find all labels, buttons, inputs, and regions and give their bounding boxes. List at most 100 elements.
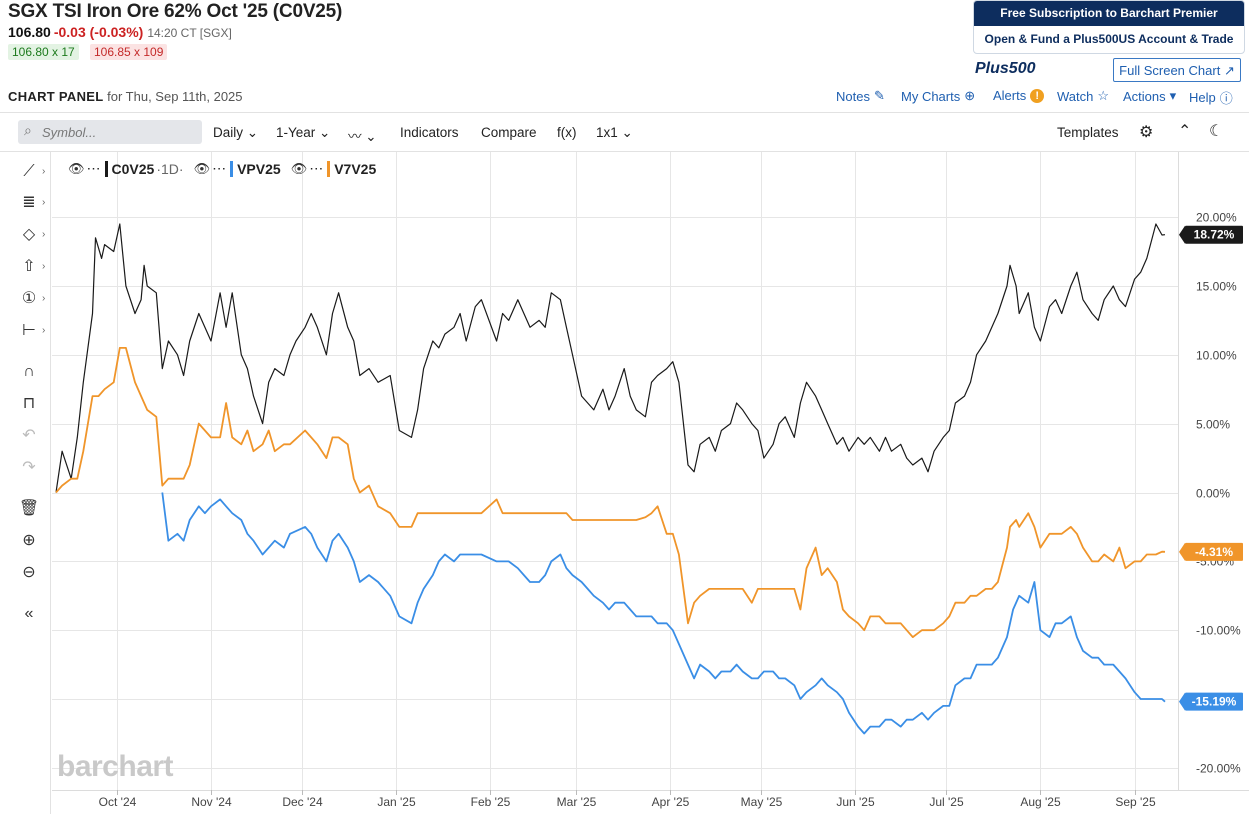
last-value-pointer (1179, 692, 1185, 711)
x-tick-label: Oct '24 (99, 795, 137, 809)
notes-icon: ✎ (873, 88, 885, 103)
range-dropdown[interactable]: 1-Year ⌄ (276, 125, 330, 141)
dark-mode-moon-icon[interactable]: ☾ (1209, 123, 1224, 140)
promo-box[interactable]: Free Subscription to Barchart Premier Op… (973, 0, 1245, 54)
last-value-badge (1185, 542, 1243, 561)
x-tick-label: Jul '25 (929, 795, 964, 809)
divider (0, 151, 1249, 152)
help-label: Help (1189, 90, 1216, 105)
submenu-arrow-icon[interactable]: › (42, 197, 46, 208)
eye-icon[interactable]: 👁 (193, 160, 211, 176)
notes-link[interactable]: Notes ✎ (836, 88, 885, 104)
layout-value: 1x1 (596, 125, 618, 140)
interval-value: Daily (213, 125, 244, 140)
last-value-pointer (1179, 542, 1185, 561)
legend-v7v25[interactable]: V7V25 (334, 160, 377, 177)
quote-line: 106.80 -0.03 (-0.03%) 14:20 CT [SGX] (8, 24, 232, 40)
settings-gear-icon[interactable]: ⚙ (1139, 124, 1154, 141)
more-icon[interactable]: ⋯ (212, 160, 227, 176)
x-tick-label: Dec '24 (282, 795, 323, 809)
more-icon[interactable]: ⋯ (86, 160, 101, 176)
chevron-down-icon: ⌄ (319, 125, 331, 140)
chart-panel-label: CHART PANEL for Thu, Sep 11th, 2025 (8, 89, 243, 104)
legend-resolution: ·1D· (156, 160, 184, 177)
magnet-icon[interactable]: ∩ (23, 363, 35, 380)
y-tick-label: -10.00% (1196, 624, 1241, 638)
my-charts-link[interactable]: My Charts ⊕ (901, 88, 975, 104)
submenu-arrow-icon[interactable]: › (42, 325, 46, 336)
actions-label: Actions (1123, 88, 1166, 104)
last-value-badge (1185, 225, 1243, 244)
submenu-arrow-icon[interactable]: › (42, 261, 46, 272)
expand-icon: ↗ (1223, 63, 1235, 78)
collapse-icon[interactable]: « (24, 605, 34, 622)
alerts-link[interactable]: Alerts! (993, 88, 1045, 103)
arrow-icon[interactable]: ⇧ (22, 258, 36, 275)
help-icon: ⓘ (1219, 91, 1233, 106)
chart-type-dropdown[interactable]: 〰 ⌄ (348, 125, 377, 145)
price-change: -0.03 (-0.03%) (53, 24, 144, 40)
last-value-label-v7v25: -4.31% (1195, 545, 1233, 559)
actions-menu[interactable]: Actions ▾ (1123, 88, 1176, 104)
x-tick-label: Jan '25 (377, 795, 416, 809)
compare-button[interactable]: Compare (481, 125, 537, 140)
barchart-watermark: barchart (57, 750, 174, 783)
y-tick-label: 0.00% (1196, 487, 1230, 501)
notes-label: Notes (836, 88, 870, 104)
submenu-arrow-icon[interactable]: › (42, 166, 46, 177)
templates-button[interactable]: Templates (1057, 125, 1119, 140)
zoom-in-icon[interactable]: ⊕ (22, 532, 36, 549)
x-tick-label: Aug '25 (1020, 795, 1061, 809)
x-tick-label: May '25 (741, 795, 783, 809)
promo-premier-link[interactable]: Free Subscription to Barchart Premier (974, 1, 1244, 26)
interval-dropdown[interactable]: Daily ⌄ (213, 125, 258, 141)
eye-icon[interactable]: 👁 (68, 160, 85, 176)
series-line-v7v25 (55, 346, 1166, 638)
eye-icon[interactable]: 👁 (290, 160, 308, 176)
symbol-search[interactable] (18, 120, 202, 144)
legend-c0v25[interactable]: C0V25 (111, 160, 155, 177)
help-link[interactable]: Help ⓘ (1189, 88, 1233, 107)
trash-icon[interactable]: 🗑 (18, 500, 40, 517)
redo-icon[interactable]: ↷ (22, 459, 36, 476)
more-icon[interactable]: ⋯ (309, 160, 324, 176)
lock-icon[interactable]: ⊓ (22, 395, 36, 412)
legend-swatch-c0v25 (104, 160, 108, 177)
indicators-button[interactable]: Indicators (400, 125, 459, 140)
last-value-label-c0v25: 18.72% (1194, 228, 1235, 242)
promo-plus500-link[interactable]: Open & Fund a Plus500US Account & Trade (984, 32, 1234, 46)
x-tick-label: Sep '25 (1115, 795, 1156, 809)
x-tick-label: Nov '24 (191, 795, 232, 809)
bid-badge: 106.80 x 17 (8, 44, 79, 60)
panel-date: for Thu, Sep 11th, 2025 (107, 89, 243, 104)
legend-swatch-v7v25 (327, 160, 331, 177)
number-icon[interactable]: ① (21, 290, 37, 307)
last-value-badge (1185, 692, 1243, 711)
trendline-icon[interactable]: ⟋ (23, 163, 35, 180)
collapse-up-icon[interactable]: ⌃ (1178, 123, 1192, 140)
layout-dropdown[interactable]: 1x1 ⌄ (596, 125, 633, 141)
y-tick-label: 5.00% (1196, 418, 1230, 432)
alerts-label: Alerts (993, 88, 1027, 103)
undo-icon[interactable]: ↶ (22, 427, 36, 444)
watch-link[interactable]: Watch ☆ (1057, 88, 1109, 104)
function-button[interactable]: f(x) (557, 125, 577, 140)
watch-label: Watch (1057, 88, 1094, 104)
x-tick-label: Mar '25 (557, 795, 597, 809)
legend-vpv25[interactable]: VPV25 (237, 160, 281, 177)
zoom-out-icon[interactable]: ⊖ (22, 564, 36, 581)
last-price: 106.80 (8, 24, 51, 40)
full-screen-button[interactable]: Full Screen Chart ↗ (1113, 58, 1241, 82)
fib-icon[interactable]: ≣ (22, 194, 36, 211)
plus500-logo[interactable]: Plus500 (975, 60, 1036, 77)
submenu-arrow-icon[interactable]: › (42, 293, 46, 304)
measure-icon[interactable]: ⊢ (22, 322, 36, 339)
shapes-icon[interactable]: ◇ (22, 226, 36, 243)
chart-legend: 👁 ⋯ C0V25·1D· 👁 ⋯ VPV25 👁 ⋯ V7V25 (68, 160, 378, 177)
submenu-arrow-icon[interactable]: › (42, 229, 46, 240)
drawing-toolbar (0, 152, 51, 814)
quote-time: 14:20 CT [SGX] (147, 26, 232, 40)
full-screen-label: Full Screen Chart (1119, 63, 1221, 78)
y-tick-label: 10.00% (1196, 349, 1237, 363)
